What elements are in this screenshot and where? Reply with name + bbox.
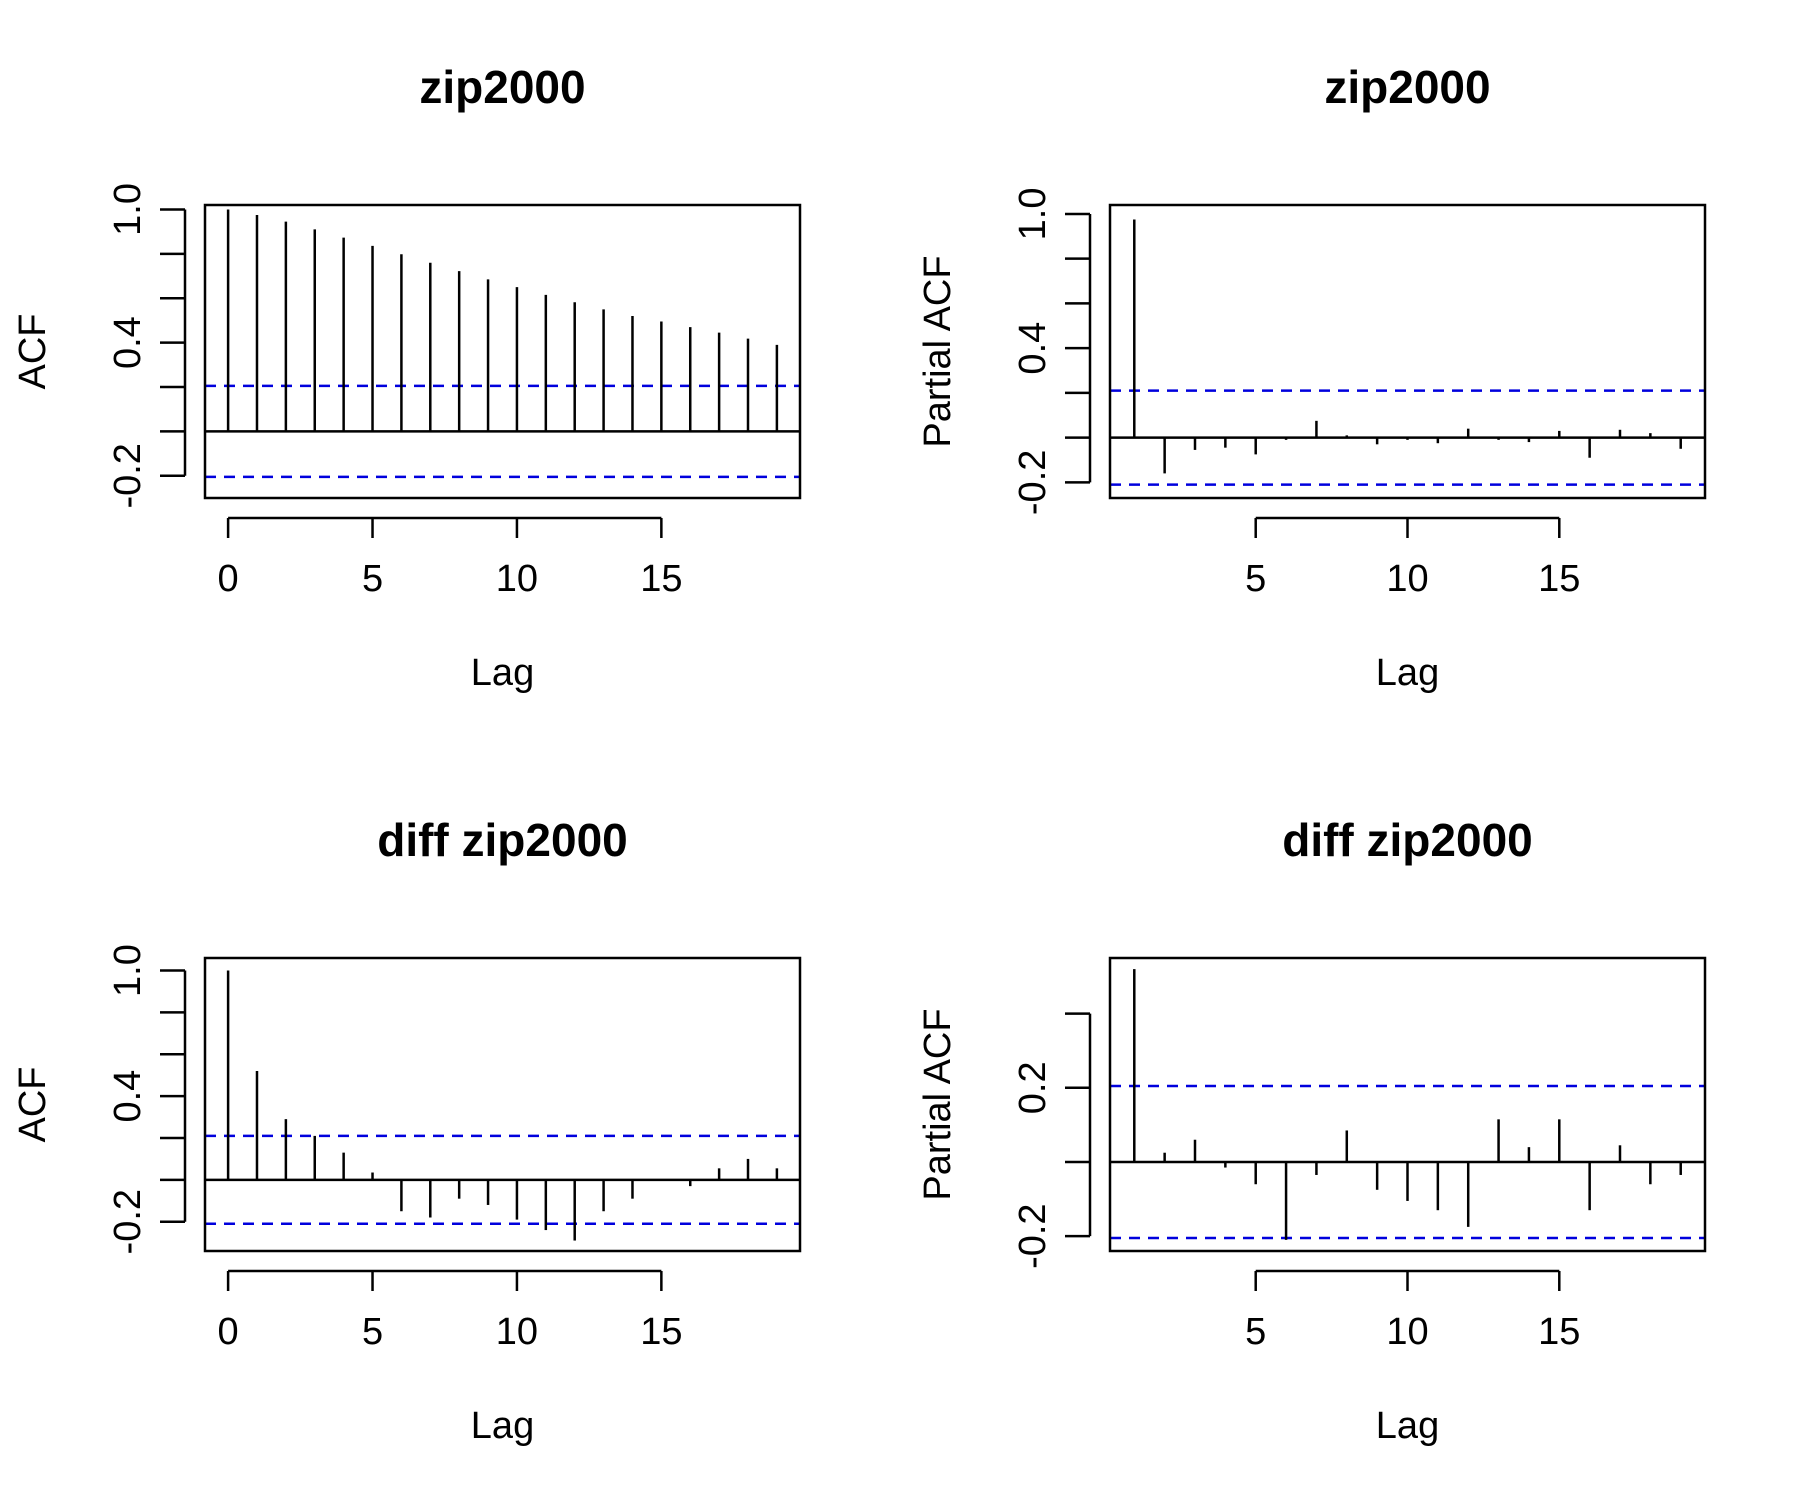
y-tick-label: 0.4 [107,1070,149,1123]
x-tick-label: 10 [496,558,538,600]
x-tick-label: 0 [218,558,239,600]
x-tick-label: 15 [640,558,682,600]
panel-4: diff zip2000 Lag Partial ACF 5 10 15 -0.2 0.2 [917,814,1707,1447]
plot-frame [203,956,802,1253]
y-tick-label: 1.0 [107,183,149,236]
plot-frame [1108,203,1707,500]
panel-1: zip2000 Lag ACF 0 5 10 15 -0.2 0.4 1.0 [12,61,802,694]
x-tick-label: 10 [1386,1311,1428,1353]
x-tick-label: 10 [1386,558,1428,600]
x-axis-label: Lag [1376,652,1439,694]
y-tick-label: -0.2 [1012,450,1054,515]
x-axis-label: Lag [471,1405,534,1447]
y-tick-label: 1.0 [1012,188,1054,241]
x-tick-label: 5 [1245,1311,1266,1353]
x-axis-label: Lag [1376,1405,1439,1447]
x-tick-label: 15 [1538,558,1580,600]
plot-frame [203,203,802,500]
y-tick-label: -0.2 [1012,1203,1054,1268]
panel-2: zip2000 Lag Partial ACF 5 10 15 -0.2 0.4 1.0 [917,61,1707,694]
x-tick-label: 5 [362,558,383,600]
x-tick-label: 10 [496,1311,538,1353]
y-tick-label: 0.4 [1012,322,1054,375]
y-axis-label: Partial ACF [917,255,959,447]
y-tick-label: 0.4 [107,316,149,369]
x-tick-label: 0 [218,1311,239,1353]
x-axis-label: Lag [471,652,534,694]
x-tick-label: 5 [362,1311,383,1353]
plot-frame [1108,956,1707,1253]
x-tick-label: 15 [1538,1311,1580,1353]
panel-title: diff zip2000 [1282,814,1533,866]
panel-title: diff zip2000 [377,814,628,866]
y-axis-label: ACF [12,314,54,390]
panel-title: zip2000 [419,61,585,113]
y-tick-label: -0.2 [107,443,149,508]
x-tick-label: 5 [1245,558,1266,600]
y-axis-label: ACF [12,1067,54,1143]
y-tick-label: 1.0 [107,944,149,997]
y-tick-label: -0.2 [107,1189,149,1254]
y-tick-label: 0.2 [1012,1061,1054,1114]
panel-title: zip2000 [1324,61,1490,113]
y-axis-label: Partial ACF [917,1008,959,1200]
panel-3: diff zip2000 Lag ACF 0 5 10 15 -0.2 0.4 1.0 [12,814,802,1447]
x-tick-label: 15 [640,1311,682,1353]
